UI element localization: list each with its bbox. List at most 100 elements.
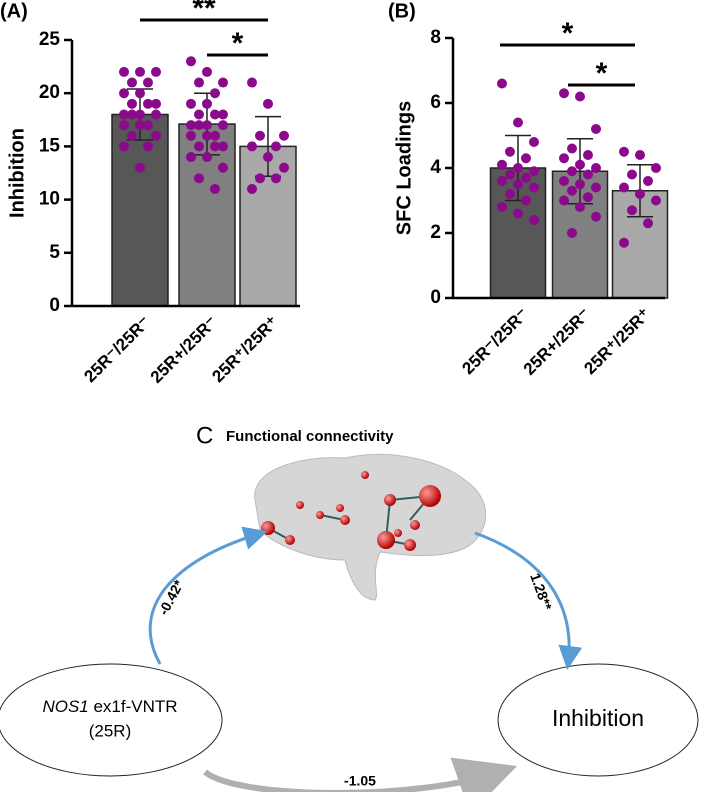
data-point (143, 98, 153, 109)
data-point (218, 109, 228, 120)
data-point (635, 189, 645, 199)
data-point (591, 124, 601, 134)
y-tick-label: 4 (430, 157, 441, 178)
data-point (194, 109, 204, 120)
data-point (186, 130, 196, 141)
data-point (143, 120, 153, 131)
data-point (119, 88, 129, 99)
data-point (151, 66, 161, 77)
data-point (567, 143, 577, 154)
data-point (583, 192, 593, 203)
significance-label: ** (192, 0, 216, 25)
data-point (202, 98, 212, 109)
y-tick-label: 15 (39, 135, 61, 156)
data-point (210, 109, 220, 120)
data-point (218, 162, 228, 173)
data-point (279, 130, 289, 141)
data-point (247, 141, 257, 152)
data-point (529, 182, 539, 193)
left-node-line2: (25R) (89, 721, 132, 740)
panel-label: C (196, 422, 213, 449)
data-point (567, 185, 577, 196)
variant: ex1f-VNTR (93, 697, 177, 716)
data-point (497, 159, 507, 170)
y-tick-label: 10 (39, 189, 60, 210)
data-point (513, 117, 523, 128)
data-point (202, 130, 212, 141)
data-point (194, 120, 204, 131)
y-tick-label: 0 (49, 295, 60, 316)
y-tick-label: 5 (49, 242, 60, 263)
data-point (505, 146, 515, 157)
data-point (135, 88, 145, 99)
data-point (202, 120, 212, 131)
data-point (119, 120, 129, 131)
data-point (186, 120, 196, 131)
data-point (583, 150, 593, 160)
data-point (210, 183, 220, 194)
diagram-title: Functional connectivity (226, 428, 394, 445)
data-point (119, 109, 129, 120)
data-point (119, 66, 129, 77)
panel-label: (B) (388, 0, 416, 22)
arrow-b (474, 531, 583, 670)
data-point (186, 56, 196, 67)
data-point (559, 195, 569, 206)
x-tick-label: 25R+/25R⁻ (147, 313, 221, 387)
data-point (210, 130, 220, 141)
data-point (127, 109, 137, 120)
data-point (567, 228, 577, 238)
data-point (271, 141, 281, 152)
data-point (127, 98, 137, 109)
data-point (135, 66, 145, 77)
data-point (591, 211, 601, 222)
data-point (513, 179, 523, 190)
data-point (135, 109, 145, 120)
data-point (513, 163, 523, 173)
y-tick-label: 8 (430, 27, 441, 48)
path-b-label: 1.28** (527, 571, 555, 613)
data-point (210, 141, 220, 152)
data-point (505, 189, 515, 199)
data-point (559, 153, 569, 164)
data-point (497, 176, 507, 186)
data-point (194, 141, 204, 152)
data-point (575, 159, 585, 170)
x-tick-label: 25R⁻/25R⁻ (80, 313, 154, 387)
data-point (529, 166, 539, 177)
data-point (255, 173, 265, 184)
y-tick-label: 25 (39, 29, 61, 50)
data-point (127, 77, 137, 88)
y-axis-title: SFC Loadings (393, 101, 415, 235)
data-point (135, 162, 145, 173)
data-point (651, 195, 661, 206)
data-point (194, 77, 204, 88)
significance-label: * (562, 17, 574, 50)
data-point (202, 66, 212, 77)
data-point (505, 169, 515, 180)
data-point (127, 130, 137, 141)
data-point (186, 98, 196, 109)
data-point (255, 130, 265, 141)
data-point (151, 98, 161, 109)
data-point (619, 182, 629, 193)
data-point (151, 109, 161, 120)
data-point (559, 176, 569, 186)
right-node: Inhibition (552, 705, 644, 731)
data-point (247, 77, 257, 88)
significance-label: * (232, 27, 244, 60)
data-point (151, 130, 161, 141)
panel-label: (A) (0, 0, 28, 22)
data-point (263, 152, 273, 163)
data-point (194, 173, 204, 184)
data-point (521, 195, 531, 206)
data-point (279, 162, 289, 173)
data-point (635, 150, 645, 160)
data-point (591, 182, 601, 193)
x-tick-label: 25R⁺/25R⁺ (208, 313, 282, 387)
data-point (119, 141, 129, 152)
data-point (575, 179, 585, 190)
data-point (210, 88, 220, 99)
data-point (218, 141, 228, 152)
